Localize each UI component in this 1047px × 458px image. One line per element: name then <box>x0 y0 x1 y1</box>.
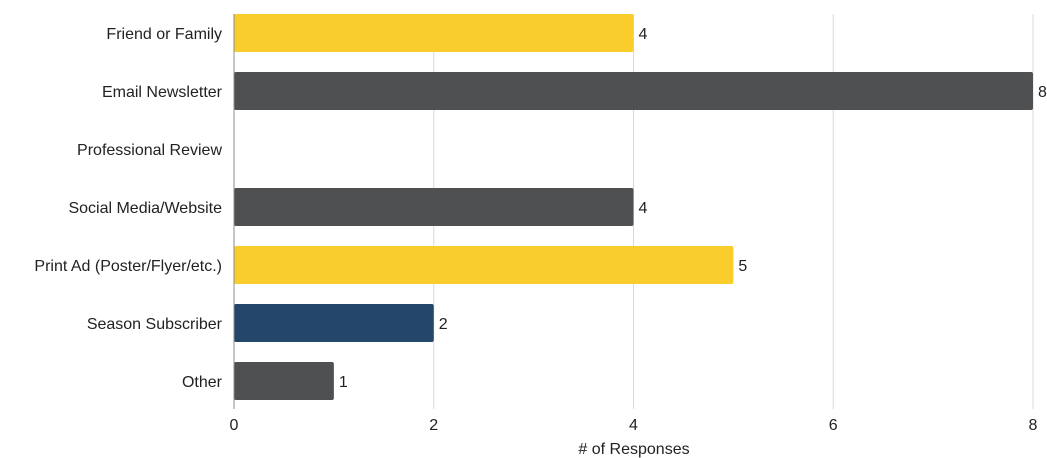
value-label-friend-or-family: 4 <box>639 26 648 43</box>
value-label-print-ad-poster-flyer-etc: 5 <box>738 258 747 275</box>
bars <box>234 14 1033 400</box>
category-label-season-subscriber: Season Subscriber <box>87 316 223 333</box>
bar-social-media-website <box>234 188 634 226</box>
value-label-season-subscriber: 2 <box>439 316 448 333</box>
category-label-social-media-website: Social Media/Website <box>68 200 222 217</box>
value-labels: 4 8 4 5 2 1 <box>339 26 1047 391</box>
bar-friend-or-family <box>234 14 634 52</box>
value-label-email-newsletter: 8 <box>1038 84 1047 101</box>
category-label-professional-review: Professional Review <box>77 142 222 159</box>
bar-other <box>234 362 334 400</box>
category-label-other: Other <box>182 374 223 391</box>
bar-email-newsletter <box>234 72 1033 110</box>
value-label-social-media-website: 4 <box>639 200 648 217</box>
category-label-email-newsletter: Email Newsletter <box>102 84 223 101</box>
x-tick-label-4: 4 <box>629 417 638 434</box>
x-tick-labels: 0 2 4 6 8 <box>230 417 1038 434</box>
x-axis-title: # of Responses <box>578 441 689 458</box>
x-tick-label-0: 0 <box>230 417 239 434</box>
x-tick-label-2: 2 <box>429 417 438 434</box>
x-tick-label-8: 8 <box>1029 417 1038 434</box>
category-label-print-ad-poster-flyer-etc: Print Ad (Poster/Flyer/etc.) <box>34 258 222 275</box>
category-labels: Friend or Family Email Newsletter Professi… <box>34 26 222 391</box>
x-tick-label-6: 6 <box>829 417 838 434</box>
bar-season-subscriber <box>234 304 434 342</box>
bar-print-ad-poster-flyer-etc <box>234 246 734 284</box>
category-label-friend-or-family: Friend or Family <box>106 26 222 43</box>
value-label-other: 1 <box>339 374 348 391</box>
